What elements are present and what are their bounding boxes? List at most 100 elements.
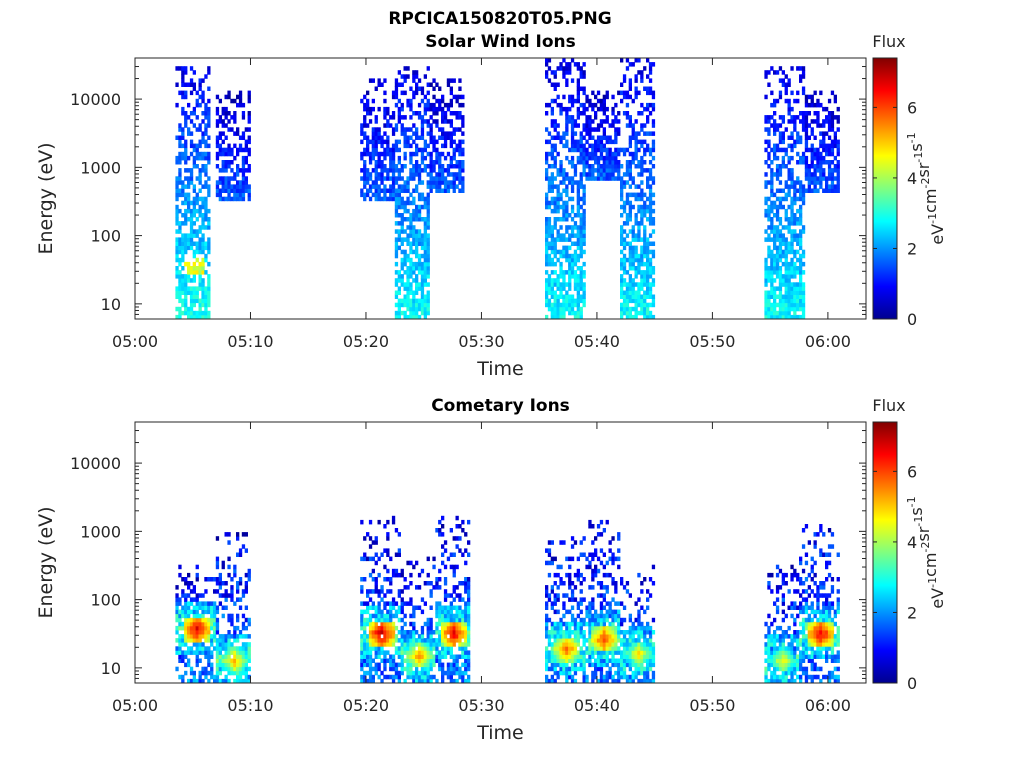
heatmap-cell	[790, 237, 794, 242]
heatmap-cell	[458, 147, 462, 153]
heatmap-cell	[573, 286, 578, 291]
heatmap-cell	[409, 221, 413, 226]
heatmap-cell	[221, 106, 225, 112]
heatmap-cell	[400, 261, 404, 267]
heatmap-cell	[394, 552, 399, 557]
heatmap-cell	[441, 515, 445, 521]
heatmap-cell	[383, 123, 387, 128]
heatmap-cell	[241, 654, 246, 659]
heatmap-cell	[192, 147, 196, 153]
heatmap-cell	[435, 528, 439, 533]
heatmap-cell	[441, 630, 445, 635]
heatmap-cell	[796, 139, 800, 145]
heatmap-cell	[596, 581, 601, 586]
heatmap-cell	[767, 155, 771, 161]
heatmap-cell	[599, 135, 604, 140]
heatmap-cell	[432, 164, 436, 169]
heatmap-cell	[550, 188, 554, 193]
heatmap-cell	[415, 70, 419, 75]
heatmap-cell	[784, 257, 788, 263]
heatmap-cell	[787, 245, 791, 251]
heatmap-cell	[594, 564, 598, 570]
heatmap-cell	[397, 678, 401, 684]
heatmap-cell	[363, 621, 367, 627]
heatmap-cell	[620, 233, 624, 238]
heatmap-cell	[559, 237, 563, 242]
heatmap-cell	[423, 646, 427, 651]
heatmap-cell	[406, 560, 410, 566]
heatmap-cell	[210, 638, 214, 643]
heatmap-cell	[198, 646, 202, 651]
heatmap-cell	[602, 168, 606, 173]
heatmap-cell	[594, 666, 598, 672]
heatmap-cell	[383, 147, 387, 153]
heatmap-cell	[201, 98, 205, 104]
heatmap-cell	[366, 642, 370, 647]
heatmap-cell	[204, 298, 208, 304]
heatmap-cell	[227, 650, 231, 655]
heatmap-cell	[599, 654, 604, 659]
heatmap-cell	[588, 524, 592, 529]
heatmap-cell	[637, 196, 641, 202]
heatmap-cell	[184, 642, 188, 647]
heatmap-cell	[562, 658, 566, 663]
heatmap-cell	[556, 188, 560, 193]
heatmap-cell	[383, 605, 387, 610]
heatmap-cell	[420, 654, 425, 659]
heatmap-cell	[429, 642, 433, 647]
heatmap-cell	[412, 654, 416, 659]
heatmap-cell	[570, 617, 575, 623]
heatmap-cell	[195, 270, 199, 275]
heatmap-cell	[562, 70, 566, 75]
heatmap-cell	[184, 245, 188, 251]
heatmap-cell	[614, 168, 618, 173]
heatmap-cell	[368, 155, 373, 161]
heatmap-cell	[432, 638, 436, 643]
heatmap-cell	[201, 270, 205, 275]
heatmap-cell	[559, 282, 563, 287]
heatmap-cell	[386, 532, 390, 537]
heatmap-cell	[244, 143, 248, 149]
heatmap-cell	[386, 147, 390, 153]
heatmap-cell	[417, 585, 422, 590]
heatmap-cell	[184, 192, 188, 198]
heatmap-cell	[363, 131, 367, 136]
heatmap-cell	[634, 290, 638, 295]
heatmap-cell	[556, 597, 560, 602]
heatmap-cell	[184, 625, 188, 631]
heatmap-cell	[591, 634, 595, 639]
heatmap-cell	[568, 306, 572, 312]
heatmap-cell	[767, 225, 771, 230]
heatmap-cell	[545, 282, 549, 287]
heatmap-cell	[608, 155, 612, 161]
heatmap-cell	[403, 666, 407, 672]
heatmap-cell	[230, 160, 234, 165]
heatmap-cell	[796, 196, 800, 202]
heatmap-cell	[816, 168, 820, 173]
heatmap-cell	[412, 164, 416, 169]
heatmap-cell	[426, 241, 430, 246]
heatmap-cell	[547, 572, 552, 578]
heatmap-cell	[383, 642, 387, 647]
heatmap-cell	[224, 123, 228, 128]
heatmap-cell	[417, 213, 422, 218]
heatmap-cell	[646, 58, 650, 63]
heatmap-cell	[562, 650, 566, 655]
heatmap-cell	[426, 180, 430, 185]
heatmap-cell	[218, 131, 222, 136]
heatmap-cell	[389, 666, 393, 672]
heatmap-cell	[799, 188, 803, 193]
heatmap-cell	[646, 266, 650, 271]
heatmap-cell	[210, 605, 214, 610]
heatmap-cell	[236, 638, 240, 643]
heatmap-cell	[397, 115, 401, 120]
heatmap-cell	[622, 266, 627, 271]
heatmap-cell	[773, 151, 777, 157]
heatmap-cell	[775, 225, 780, 230]
heatmap-cell	[458, 666, 462, 672]
heatmap-cell	[550, 674, 554, 680]
heatmap-cell	[221, 658, 225, 663]
heatmap-cell	[184, 261, 188, 267]
heatmap-cell	[192, 617, 196, 623]
heatmap-cell	[192, 634, 196, 639]
